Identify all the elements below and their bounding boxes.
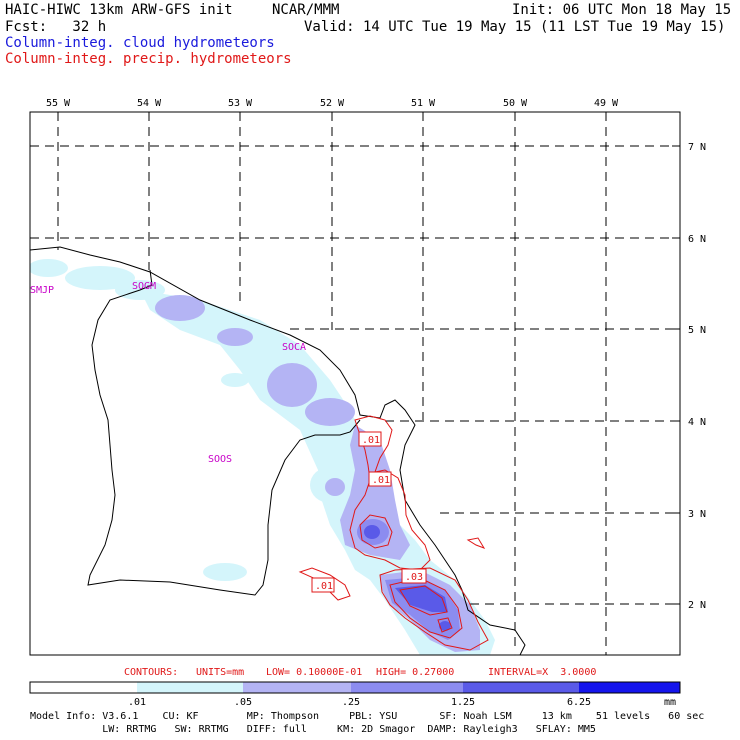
lat-label: 6 N — [688, 234, 706, 245]
legend-precip-label: Column-integ. precip. hydrometeors — [5, 51, 292, 67]
lon-label: 52 W — [320, 98, 345, 109]
model-title: HAIC-HIWC 13km ARW-GFS init — [5, 2, 233, 18]
contour-info-units: UNITS=mm — [196, 667, 245, 678]
colorbar-tick: .05 — [234, 697, 252, 708]
lon-label: 55 W — [46, 98, 71, 109]
map-frame — [29, 111, 681, 656]
lon-label: 51 W — [411, 98, 436, 109]
model-info-line2: LW: RRTMG SW: RRTMG DIFF: full KM: 2D Sm… — [30, 724, 596, 735]
contour-label: .01 — [315, 581, 333, 592]
lat-label: 5 N — [688, 325, 706, 336]
coastline — [30, 246, 526, 655]
lat-label: 3 N — [688, 509, 706, 520]
colorbar-tick: .01 — [128, 697, 146, 708]
valid-time: Valid: 14 UTC Tue 19 May 15 (11 LST Tue … — [304, 19, 726, 35]
forecast-hour: Fcst: 32 h — [5, 19, 107, 35]
lon-label: 49 W — [594, 98, 619, 109]
hydrometeor-shading — [30, 259, 495, 655]
precip-contours — [298, 415, 489, 651]
station-label-soos: SOOS — [208, 454, 232, 465]
contour-info-label: CONTOURS: — [124, 667, 179, 678]
init-time: Init: 06 UTC Mon 18 May 15 — [512, 2, 732, 18]
lon-label: 50 W — [503, 98, 528, 109]
colorbar-tick: 6.25 — [567, 697, 591, 708]
contour-label: .01 — [362, 435, 380, 446]
colorbar-tick: .25 — [342, 697, 360, 708]
model-info-line1: Model Info: V3.6.1 CU: KF MP: Thompson P… — [30, 711, 705, 722]
lon-label: 54 W — [137, 98, 162, 109]
station-label-sogm: SOGM — [132, 281, 156, 292]
legend-cloud-label: Column-integ. cloud hydrometeors — [5, 35, 275, 51]
colorbar — [29, 681, 681, 694]
contour-info-interval: INTERVAL=X 3.0000 — [488, 667, 597, 678]
lat-label: 7 N — [688, 142, 706, 153]
station-label-smjp: SMJP — [30, 285, 54, 296]
colorbar-unit: mm — [664, 697, 676, 708]
lat-label: 4 N — [688, 417, 706, 428]
axis-ticks — [57, 112, 680, 605]
organization-label: NCAR/MMM — [272, 2, 340, 18]
contour-label: .01 — [372, 475, 390, 486]
colorbar-tick: 1.25 — [451, 697, 475, 708]
graticule — [30, 112, 680, 655]
lon-label: 53 W — [228, 98, 253, 109]
station-label-soca: SOCA — [282, 342, 306, 353]
contour-label: .03 — [405, 572, 423, 583]
contour-info-low: LOW= 0.10000E-01 — [266, 667, 363, 678]
contour-info-high: HIGH= 0.27000 — [376, 667, 455, 678]
lat-label: 2 N — [688, 600, 706, 611]
